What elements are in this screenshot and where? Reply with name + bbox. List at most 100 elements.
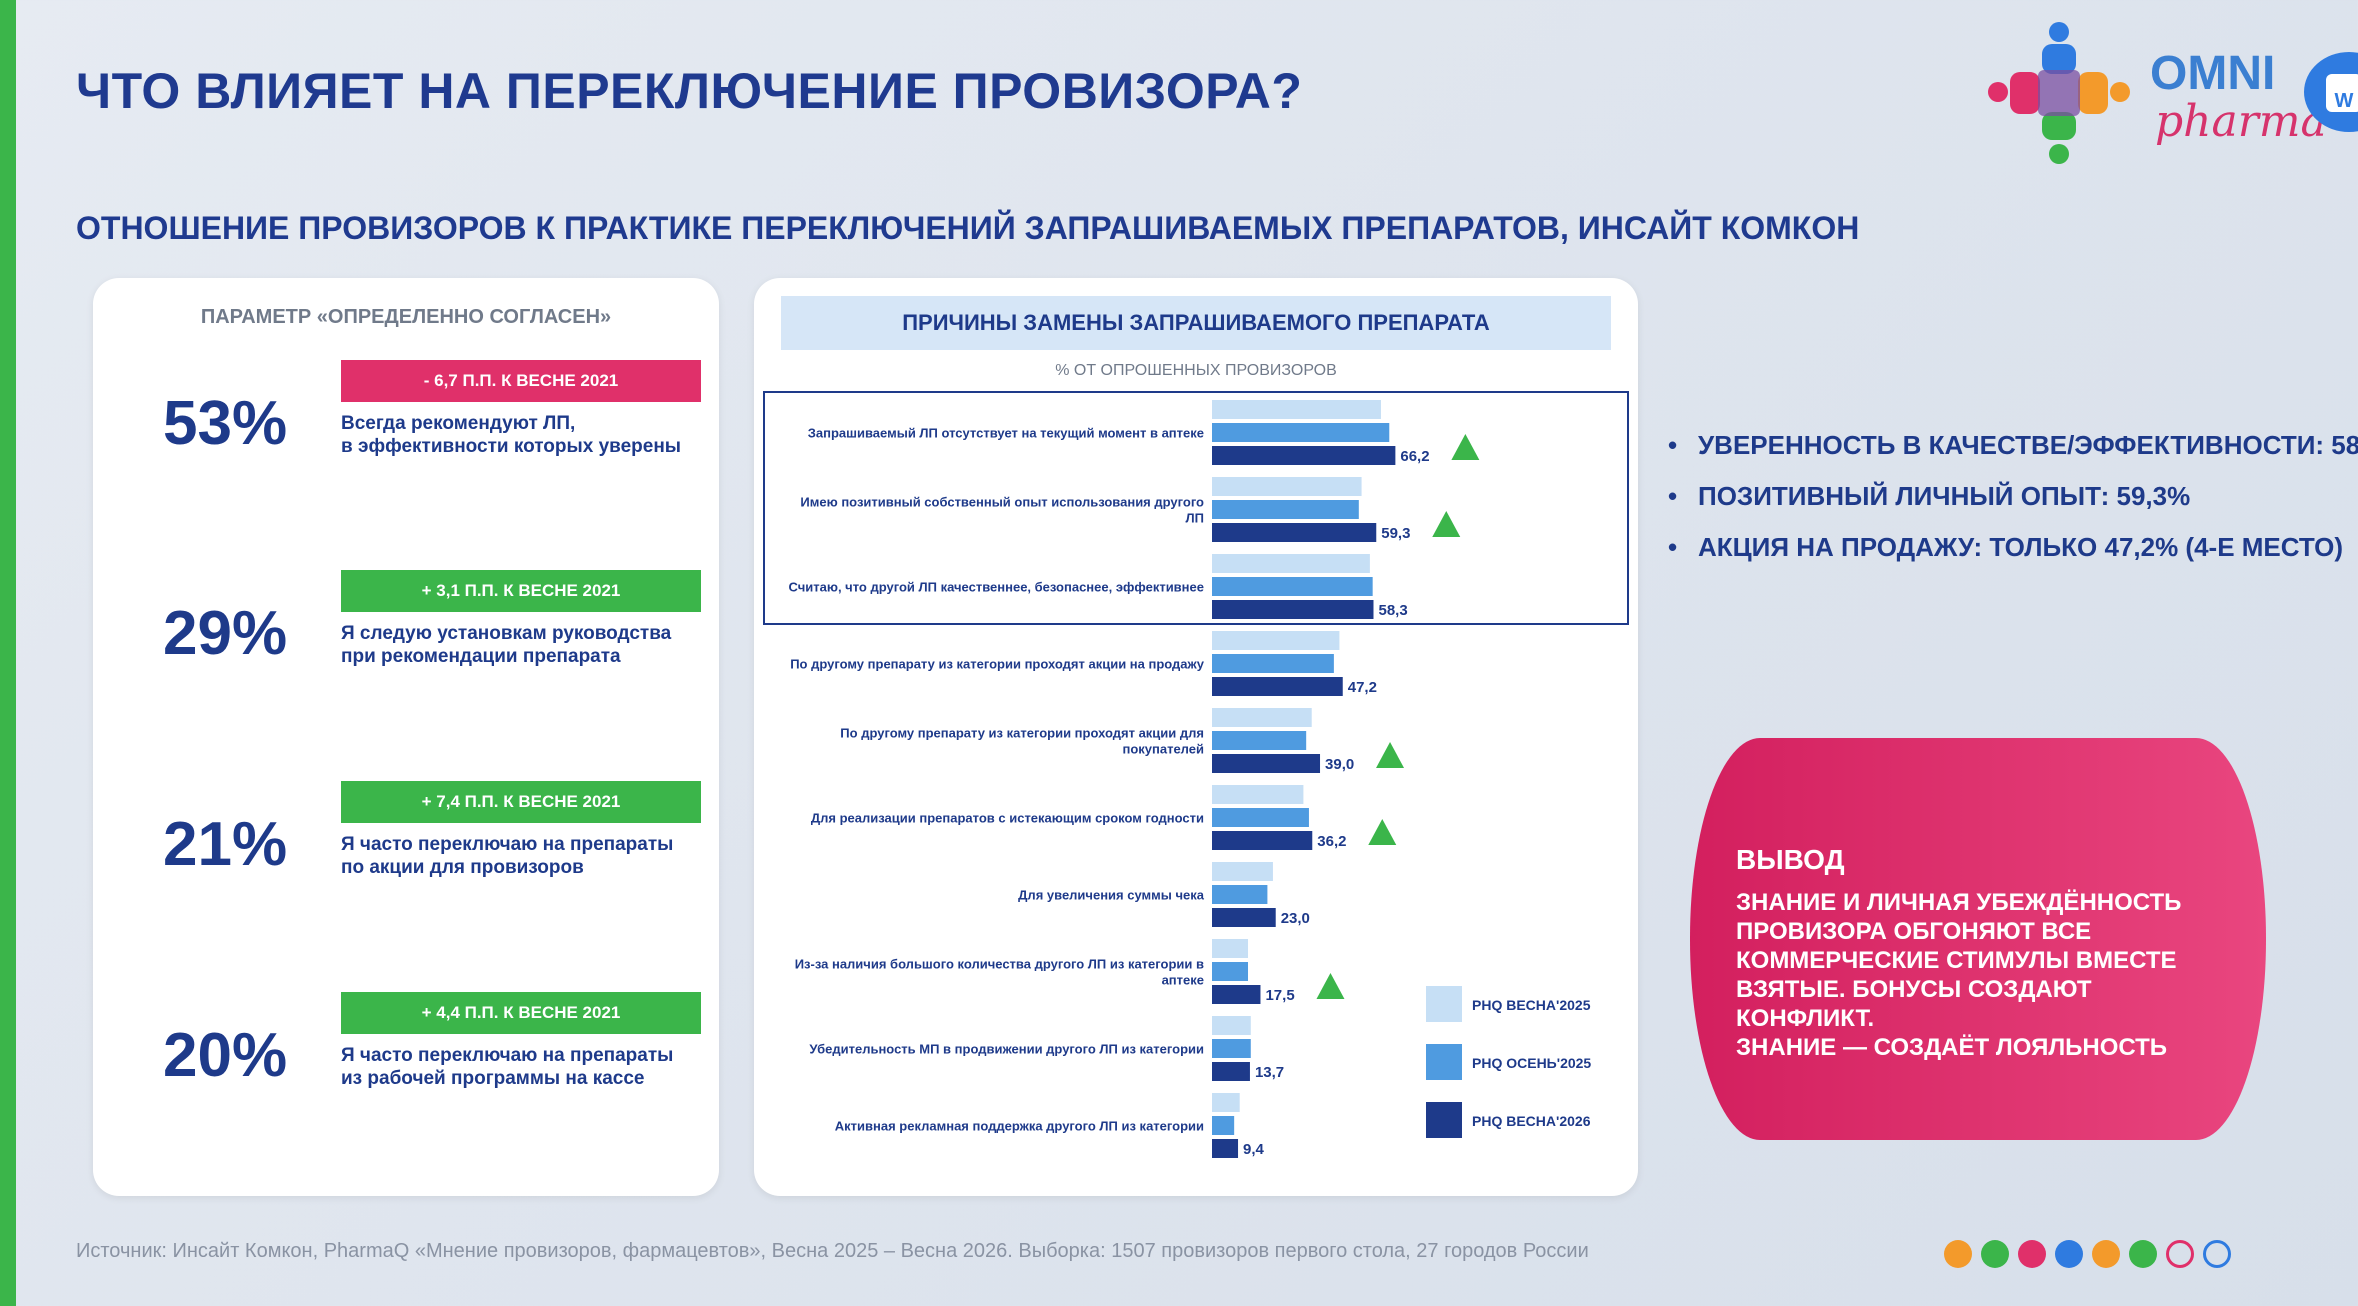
stat-description-line: Я часто переключаю на препараты [341,834,674,855]
conclusion-line: ПРОВИЗОРА ОБГОНЯЮТ ВСЕ [1736,918,2092,945]
stat-description: Я часто переключаю на препараты по акции… [341,833,701,879]
bar-spring-2025 [1212,631,1340,650]
up-arrow-icon [1432,511,1461,537]
agreement-card-header: ПАРАМЕТР «ОПРЕДЕЛЕННО СОГЛАСЕН» [200,306,612,328]
bar-spring-2025 [1212,785,1304,804]
bar-autumn-2025 [1212,962,1249,981]
bar-autumn-2025 [1212,731,1307,750]
finding-item: ПОЗИТИВНЫЙ ЛИЧНЫЙ ОПЫТ: 59,3% [1668,481,2358,512]
bar-spring-2026 [1212,600,1374,619]
stat-item: 21% + 7,4 П.П. К ВЕСНЕ 2021 Я часто пере… [93,781,719,901]
top-reasons-highlight-box [763,391,1629,625]
category-label: ЛП [1186,511,1204,526]
stat-description-line: при рекомендации препарата [341,646,621,667]
left-accent-strip [0,0,16,1306]
page-title: ЧТО ВЛИЯЕТ НА ПЕРЕКЛЮЧЕНИЕ ПРОВИЗОРА? [76,63,1303,119]
logo-pharma-text: pharma [2155,96,2327,147]
category-label: аптеке [1162,973,1204,988]
legend-swatch [1426,1102,1462,1138]
bar-spring-2025 [1212,939,1249,958]
bar-spring-2025 [1212,1093,1240,1112]
data-label: 9,4 [1243,1141,1265,1158]
stat-item: 53% - 6,7 П.П. К ВЕСНЕ 2021 Всегда реком… [93,360,719,480]
agreement-card: ПАРАМЕТР «ОПРЕДЕЛЕННО СОГЛАСЕН» 53% - 6,… [93,278,719,1196]
source-note: Источник: Инсайт Комкон, PharmaQ «Мнение… [76,1240,1589,1262]
stat-description-line: Я часто переключаю на препараты [341,1045,674,1066]
bar-spring-2025 [1212,708,1312,727]
finding-item: АКЦИЯ НА ПРОДАЖУ: ТОЛЬКО 47,2% (4-Е МЕСТ… [1668,532,2358,563]
data-label: 39,0 [1325,756,1354,773]
stat-change-badge: + 4,4 П.П. К ВЕСНЕ 2021 [341,992,701,1034]
key-findings-list: УВЕРЕННОСТЬ В КАЧЕСТВЕ/ЭФФЕКТИВНОСТИ: 58… [1668,430,2358,583]
stat-description: Я часто переключаю на препараты из рабоч… [341,1044,701,1090]
conclusion-line: ЗНАНИЕ — СОЗДАЁТ ЛОЯЛЬНОСТЬ [1736,1034,2168,1061]
stat-item: 29% + 3,1 П.П. К ВЕСНЕ 2021 Я следую уст… [93,570,719,690]
category-label: По другому препарату из категории проход… [790,657,1205,672]
data-label: 17,5 [1265,987,1294,1004]
data-label: 59,3 [1381,525,1410,542]
up-arrow-icon [1451,434,1480,460]
finding-item: УВЕРЕННОСТЬ В КАЧЕСТВЕ/ЭФФЕКТИВНОСТИ: 58… [1668,430,2358,461]
reasons-chart-card: ПРИЧИНЫ ЗАМЕНЫ ЗАПРАШИВАЕМОГО ПРЕПАРАТА … [754,278,1638,1196]
stat-percent: 20% [163,1021,288,1090]
category-label: Активная рекламная поддержка другого ЛП … [835,1119,1204,1134]
logo-omni-text: OMNI [2150,47,2276,100]
conclusion-line: КОММЕРЧЕСКИЕ СТИМУЛЫ ВМЕСТЕ [1736,947,2177,974]
bar-spring-2025 [1212,400,1381,419]
data-label: 58,3 [1378,602,1407,619]
category-label: По другому препарату из категории проход… [840,726,1204,741]
stat-item: 20% + 4,4 П.П. К ВЕСНЕ 2021 Я часто пере… [93,992,719,1112]
conclusion-title: ВЫВОД [1736,844,1845,875]
conclusion-text: ЗНАНИЕ И ЛИЧНАЯ УБЕЖДЁННОСТЬ ПРОВИЗОРА О… [1736,888,2236,1062]
decorative-dot [2018,1240,2046,1268]
decorative-dot [2129,1240,2157,1268]
bar-autumn-2025 [1212,500,1359,519]
bar-autumn-2025 [1212,1116,1235,1135]
stat-description-line: по акции для провизоров [341,857,584,878]
bar-spring-2026 [1212,985,1261,1004]
category-label: Имею позитивный собственный опыт использ… [800,495,1204,510]
conclusion-line: ЗНАНИЕ И ЛИЧНАЯ УБЕЖДЁННОСТЬ [1736,889,2182,916]
category-label: Из-за наличия большого количества другог… [795,957,1204,972]
bar-spring-2026 [1212,908,1276,927]
chart-title: ПРИЧИНЫ ЗАМЕНЫ ЗАПРАШИВАЕМОГО ПРЕПАРАТА [781,296,1611,350]
bar-autumn-2025 [1212,423,1390,442]
data-label: 66,2 [1400,448,1429,465]
category-label: Запрашиваемый ЛП отсутствует на текущий … [808,426,1204,441]
category-label: Для реализации препаратов с истекающим с… [811,811,1204,826]
legend-label: PHQ ВЕСНА'2026 [1472,1113,1591,1129]
up-arrow-icon [1376,742,1405,768]
bar-autumn-2025 [1212,885,1268,904]
legend-swatch [1426,986,1462,1022]
corner-badge-icon[interactable]: W [2304,52,2358,132]
stat-change-badge: + 3,1 П.П. К ВЕСНЕ 2021 [341,570,701,612]
reasons-bar-chart: Запрашиваемый ЛП отсутствует на текущий … [763,391,1629,1158]
up-arrow-icon [1368,819,1397,845]
chart-unit-label: % ОТ ОПРОШЕННЫХ ПРОВИЗОРОВ [1055,362,1337,379]
data-label: 47,2 [1348,679,1377,696]
bar-spring-2026 [1212,446,1396,465]
legend-swatch [1426,1044,1462,1080]
category-label: Для увеличения суммы чека [1018,888,1205,903]
data-label: 13,7 [1255,1064,1284,1081]
bar-spring-2026 [1212,1139,1239,1158]
category-label: покупателей [1122,742,1204,757]
decorative-dots [1944,1240,2240,1273]
stat-description-line: Я следую установкам руководства [341,623,672,644]
up-arrow-icon [1316,973,1345,999]
category-label: Считаю, что другой ЛП качественнее, безо… [789,580,1205,595]
decorative-dot [1981,1240,2009,1268]
conclusion-panel: ВЫВОД ЗНАНИЕ И ЛИЧНАЯ УБЕЖДЁННОСТЬ ПРОВИ… [1690,738,2266,1140]
stat-description: Я следую установкам руководства при реко… [341,622,701,668]
stat-percent: 21% [163,810,288,879]
legend-label: PHQ ВЕСНА'2025 [1472,997,1591,1013]
bar-spring-2025 [1212,1016,1251,1035]
data-label: 36,2 [1317,833,1346,850]
page-subtitle: ОТНОШЕНИЕ ПРОВИЗОРОВ К ПРАКТИКЕ ПЕРЕКЛЮЧ… [76,210,1860,246]
legend-label: PHQ ОСЕНЬ'2025 [1472,1055,1591,1071]
stat-description-line: в эффективности которых уверены [341,436,682,457]
bar-autumn-2025 [1212,1039,1251,1058]
stat-description: Всегда рекомендуют ЛП, в эффективности к… [341,412,701,458]
conclusion-line: ВЗЯТЫЕ. БОНУСЫ СОЗДАЮТ КОНФЛИКТ. [1736,976,2092,1032]
data-label: 23,0 [1281,910,1310,927]
